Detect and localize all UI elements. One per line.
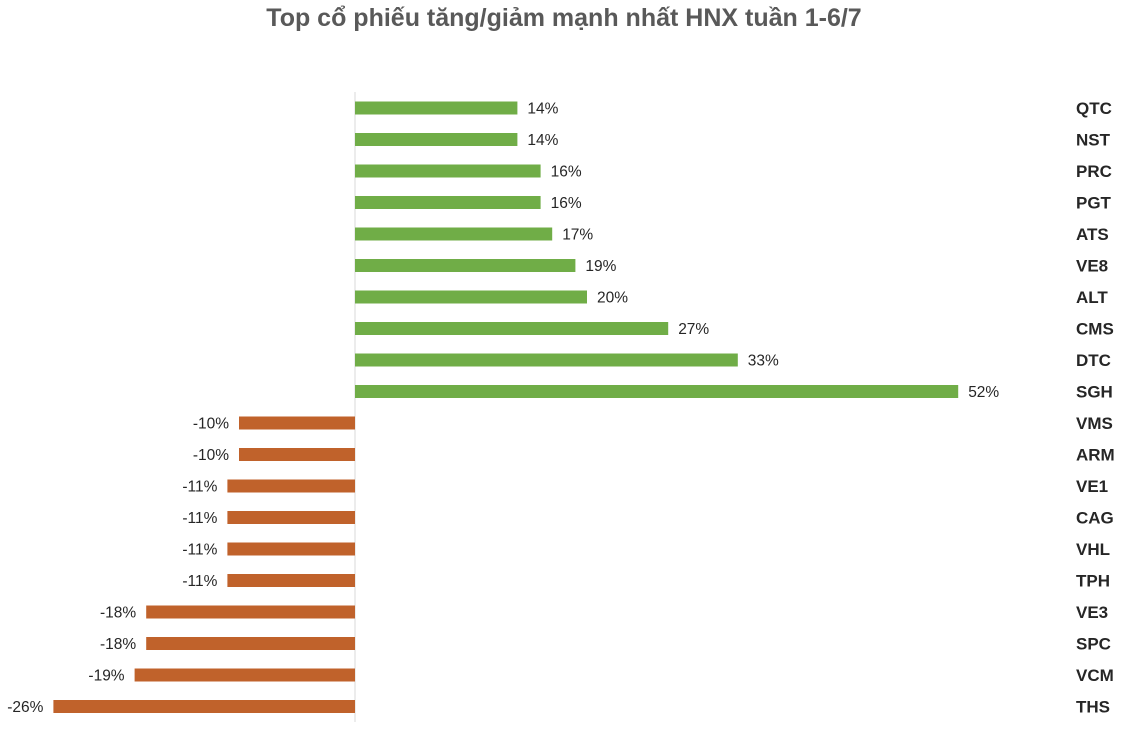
bar-qtc xyxy=(355,101,518,115)
bar-sgh xyxy=(355,385,959,398)
category-label-arm: ARM xyxy=(1076,446,1115,465)
bar-pgt xyxy=(355,196,541,209)
bar-ats xyxy=(355,227,553,241)
value-label-vhl: -11% xyxy=(182,542,217,559)
category-label-sgh: SGH xyxy=(1076,383,1113,402)
bar-ve8 xyxy=(355,259,576,272)
category-label-cag: CAG xyxy=(1076,509,1114,528)
bar-spc xyxy=(146,637,355,650)
category-label-ats: ATS xyxy=(1076,225,1109,244)
bar-cms xyxy=(355,322,669,335)
value-label-vms: -10% xyxy=(193,416,229,433)
value-label-dtc: 33% xyxy=(748,353,779,370)
value-label-ve1: -11% xyxy=(182,479,217,496)
bar-arm xyxy=(239,448,355,461)
category-label-alt: ALT xyxy=(1076,288,1108,307)
bar-vhl xyxy=(227,542,355,556)
category-label-vcm: VCM xyxy=(1076,666,1114,685)
value-label-tph: -11% xyxy=(182,573,217,590)
bars-group xyxy=(53,101,959,713)
value-label-alt: 20% xyxy=(597,290,628,307)
value-label-nst: 14% xyxy=(527,132,558,149)
category-label-tph: TPH xyxy=(1076,572,1110,591)
value-label-ths: -26% xyxy=(7,699,43,716)
category-label-vms: VMS xyxy=(1076,414,1113,433)
bar-vms xyxy=(239,416,355,430)
bar-ths xyxy=(53,700,356,713)
value-label-ve8: 19% xyxy=(585,258,616,275)
bar-ve3 xyxy=(146,605,355,619)
value-label-spc: -18% xyxy=(100,636,136,653)
bar-nst xyxy=(355,133,518,146)
bar-ve1 xyxy=(227,479,355,493)
category-label-spc: SPC xyxy=(1076,635,1111,654)
bar-prc xyxy=(355,164,541,178)
value-label-cms: 27% xyxy=(678,321,709,338)
value-label-ats: 17% xyxy=(562,227,593,244)
value-labels-group: 14% 14% 16% 16% 17% 19% 20% 27% 33% 52% -10% -10% -1… xyxy=(7,101,999,717)
value-label-qtc: 14% xyxy=(527,101,558,118)
category-labels-group: QTC NST PRC PGT ATS VE8 ALT CMS DTC SGH VMS ARM VE1 C… xyxy=(1076,99,1115,717)
chart-title: Top cổ phiếu tăng/giảm mạnh nhất HNX tuầ… xyxy=(266,4,862,32)
bar-vcm xyxy=(134,668,355,682)
category-label-ve8: VE8 xyxy=(1076,257,1108,276)
bar-alt xyxy=(355,290,587,304)
category-label-vhl: VHL xyxy=(1076,540,1110,559)
category-label-dtc: DTC xyxy=(1076,351,1111,370)
category-label-prc: PRC xyxy=(1076,162,1112,181)
category-label-pgt: PGT xyxy=(1076,194,1112,213)
value-label-ve3: -18% xyxy=(100,605,136,622)
value-label-sgh: 52% xyxy=(968,384,999,401)
bar-tph xyxy=(227,574,355,587)
bar-cag xyxy=(227,511,355,524)
value-label-vcm: -19% xyxy=(88,668,124,685)
category-label-ve1: VE1 xyxy=(1076,477,1108,496)
category-label-ve3: VE3 xyxy=(1076,603,1108,622)
value-label-cag: -11% xyxy=(182,510,217,527)
category-label-ths: THS xyxy=(1076,698,1110,717)
category-label-cms: CMS xyxy=(1076,320,1114,339)
value-label-pgt: 16% xyxy=(551,195,582,212)
value-label-arm: -10% xyxy=(193,447,229,464)
category-label-qtc: QTC xyxy=(1076,99,1112,118)
category-label-nst: NST xyxy=(1076,131,1111,150)
bar-dtc xyxy=(355,353,738,367)
value-label-prc: 16% xyxy=(551,164,582,181)
